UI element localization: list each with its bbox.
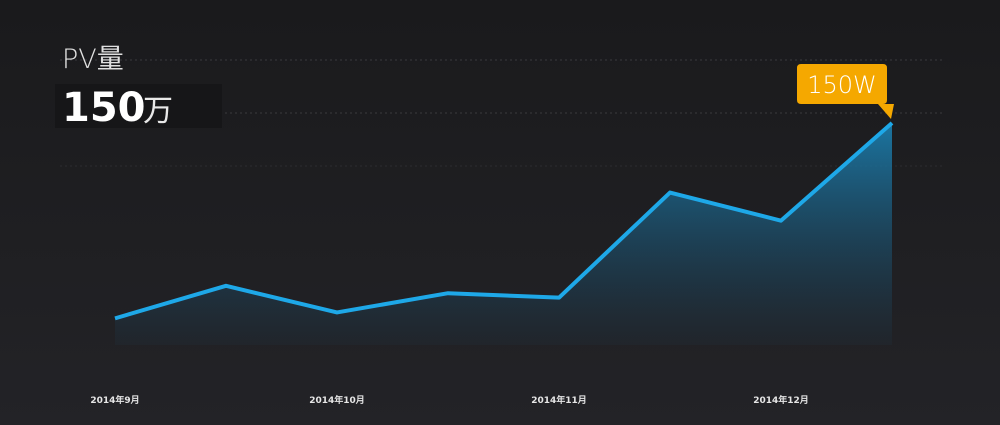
- callout-label: 150W: [807, 71, 877, 99]
- x-tick-label: 2014年9月: [90, 394, 139, 406]
- kpi-label: PV量: [62, 44, 124, 75]
- callout: [797, 64, 894, 119]
- area: [115, 123, 892, 345]
- kpi-value: 150: [62, 85, 146, 131]
- line: [114, 121, 894, 321]
- chart: 2014年9月 2014年10月 2014年11月 2014年12月 150W: [90, 64, 894, 406]
- kpi-panel: [55, 84, 222, 128]
- x-tick-label: 2014年12月: [753, 394, 809, 406]
- kpi-unit: 万: [143, 94, 173, 129]
- x-tick-label: 2014年10月: [309, 394, 365, 406]
- x-tick-label: 2014年11月: [531, 394, 587, 406]
